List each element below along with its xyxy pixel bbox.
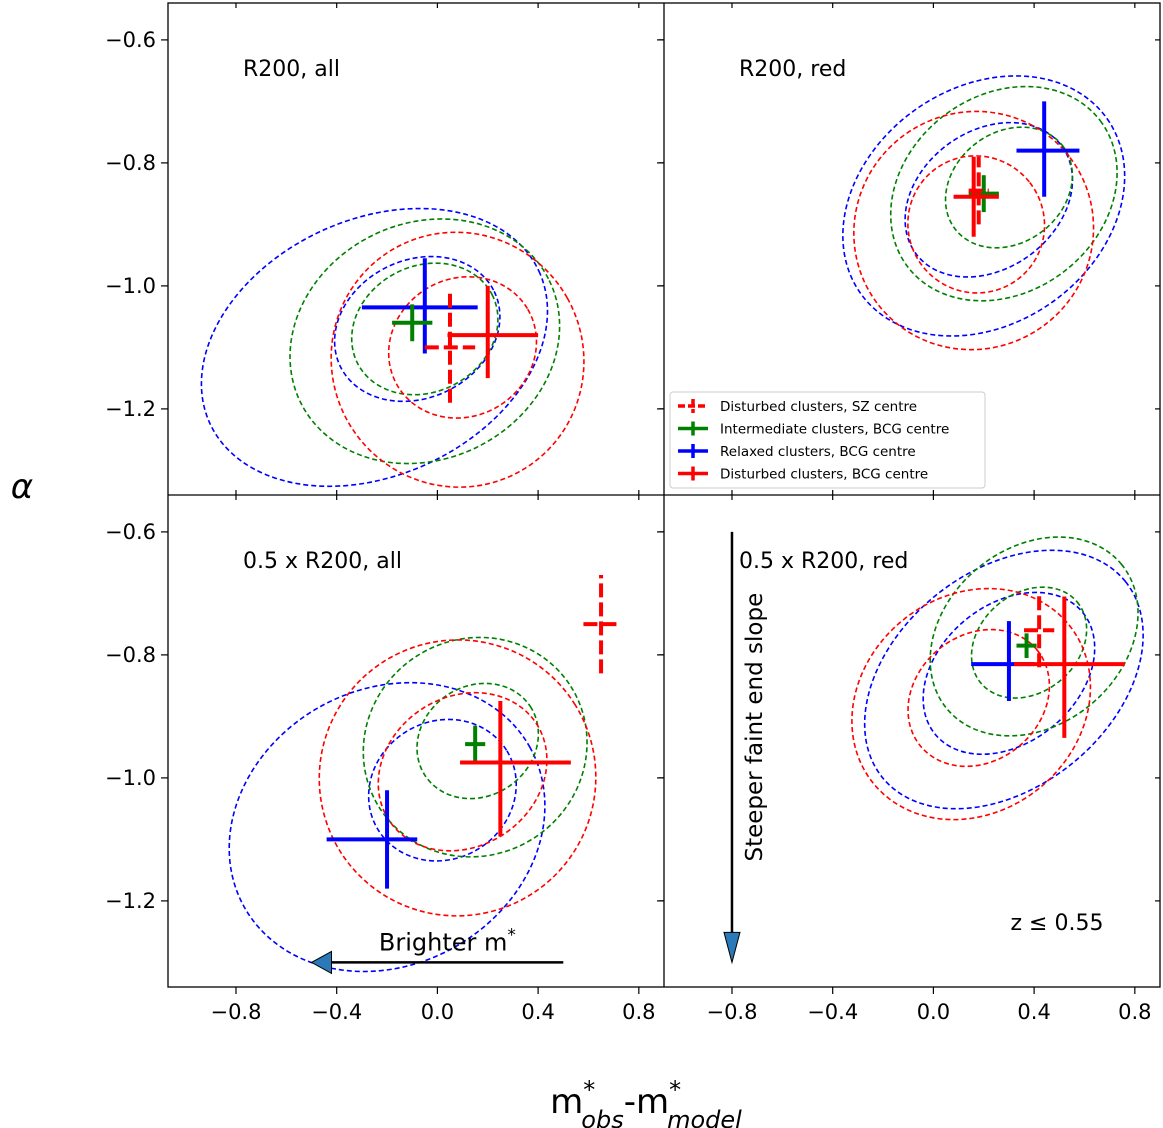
contour-intermediate bbox=[350, 262, 499, 396]
contour-disturbed bbox=[851, 587, 1092, 821]
contour-relaxed bbox=[228, 681, 546, 973]
legend-label: Intermediate clusters, BCG centre bbox=[720, 422, 949, 438]
y-tick-label: −0.8 bbox=[105, 643, 156, 667]
contour-disturbed bbox=[330, 231, 585, 488]
x-axis-title-sub1: obs bbox=[581, 1106, 623, 1128]
plot-frame bbox=[167, 2, 1161, 988]
y-tick-label: −0.6 bbox=[105, 520, 156, 544]
error-cross-intermediate-bcg bbox=[1016, 633, 1037, 658]
contour-intermediate bbox=[944, 126, 1074, 249]
y-tick-label: −1.0 bbox=[105, 766, 156, 790]
y-tick-label: −1.2 bbox=[105, 889, 156, 913]
contour-disturbed bbox=[853, 110, 1095, 351]
y-tick-label: −1.0 bbox=[105, 274, 156, 298]
contour-disturbed bbox=[318, 639, 597, 917]
x-tick-label: 0.4 bbox=[1017, 1000, 1050, 1024]
legend-label: Disturbed clusters, BCG centre bbox=[720, 467, 928, 483]
panel-half-r200-red: 0.5 x R200, red bbox=[739, 536, 1144, 821]
error-cross-relaxed-bcg bbox=[1016, 101, 1080, 197]
x-axis-title: m* obs-m* model bbox=[550, 1076, 742, 1128]
x-tick-label: −0.8 bbox=[706, 1000, 757, 1024]
x-axis-title-sup2: * bbox=[669, 1076, 681, 1104]
redshift-label: z ≤ 0.55 bbox=[1011, 911, 1104, 936]
x-tick-label: −0.4 bbox=[311, 1000, 362, 1024]
panel-label: 0.5 x R200, all bbox=[243, 549, 402, 574]
contour-intermediate bbox=[289, 218, 561, 465]
contour-relaxed bbox=[333, 255, 501, 403]
y-tick-label: −1.2 bbox=[105, 397, 156, 421]
panel-r200-red: R200, red bbox=[739, 57, 1126, 351]
brighter-arrow bbox=[310, 950, 564, 975]
panel-label: 0.5 x R200, red bbox=[739, 549, 908, 574]
x-axis-title-sup: * bbox=[583, 1076, 595, 1104]
error-cross-disturbed-sz bbox=[1024, 593, 1055, 668]
contour-relaxed bbox=[904, 121, 1074, 278]
error-cross-disturbed-bcg bbox=[953, 156, 999, 237]
x-axis-title-base: m bbox=[550, 1082, 583, 1122]
steeper-arrow bbox=[723, 531, 741, 965]
error-cross-relaxed-bcg bbox=[361, 258, 478, 354]
panel-label: R200, all bbox=[243, 57, 340, 82]
panel-r200-all: R200, all bbox=[200, 57, 585, 488]
error-cross-disturbed-sz bbox=[583, 574, 619, 674]
y-tick-label: −0.6 bbox=[105, 28, 156, 52]
legend-entry: Relaxed clusters, BCG centre bbox=[678, 444, 916, 460]
panel-half-r200-all: 0.5 x R200, all bbox=[228, 549, 619, 973]
steeper-label: Steeper faint end slope bbox=[742, 593, 768, 862]
error-cross-intermediate-bcg bbox=[392, 304, 433, 342]
x-tick-label: 0.4 bbox=[521, 1000, 554, 1024]
contour-disturbed bbox=[907, 628, 1051, 768]
contour-intermediate bbox=[970, 586, 1088, 699]
contour-relaxed bbox=[367, 718, 518, 862]
contour-relaxed bbox=[863, 549, 1144, 810]
legend-box bbox=[669, 391, 986, 489]
x-tick-label: −0.4 bbox=[807, 1000, 858, 1024]
x-tick-label: 0.0 bbox=[917, 1000, 950, 1024]
error-cross-relaxed-bcg bbox=[971, 621, 1035, 702]
brighter-label: Brighter m* bbox=[379, 925, 516, 956]
panel-label: R200, red bbox=[739, 57, 846, 82]
legend-label: Disturbed clusters, SZ centre bbox=[720, 399, 917, 415]
contour-intermediate bbox=[416, 682, 540, 800]
error-cross-disturbed-sz bbox=[968, 156, 989, 225]
x-tick-label: 0.0 bbox=[421, 1000, 454, 1024]
contour-relaxed bbox=[200, 207, 549, 488]
error-cross-disturbed-sz bbox=[424, 292, 476, 403]
contour-intermediate bbox=[362, 636, 588, 858]
contour-intermediate bbox=[929, 536, 1139, 737]
error-cross-disturbed-bcg bbox=[460, 701, 571, 837]
error-cross-relaxed-bcg bbox=[326, 790, 418, 889]
y-tick-label: −0.8 bbox=[105, 151, 156, 175]
error-cross-disturbed-bcg bbox=[1013, 596, 1125, 738]
error-cross-disturbed-bcg bbox=[447, 285, 539, 379]
legend: Disturbed clusters, SZ centre Intermediat… bbox=[669, 391, 986, 489]
legend-entry: Disturbed clusters, SZ centre bbox=[678, 399, 917, 415]
contour-disturbed bbox=[377, 691, 548, 852]
legend-label: Relaxed clusters, BCG centre bbox=[720, 444, 916, 460]
error-cross-intermediate-bcg bbox=[465, 725, 486, 763]
x-axis-title-sub2: model bbox=[667, 1106, 742, 1128]
x-tick-label: 0.8 bbox=[1118, 1000, 1151, 1024]
x-tick-label: −0.8 bbox=[210, 1000, 261, 1024]
contour-disturbed bbox=[387, 275, 538, 419]
contour-relaxed bbox=[842, 75, 1126, 337]
x-axis-title-base2: m bbox=[636, 1082, 669, 1122]
x-axis-title-sep: - bbox=[624, 1082, 636, 1122]
x-tick-label: 0.8 bbox=[622, 1000, 655, 1024]
y-axis-title: α bbox=[11, 467, 33, 507]
contour-intermediate bbox=[889, 85, 1118, 302]
legend-entry: Intermediate clusters, BCG centre bbox=[678, 421, 949, 438]
legend-entry: Disturbed clusters, BCG centre bbox=[678, 466, 928, 483]
